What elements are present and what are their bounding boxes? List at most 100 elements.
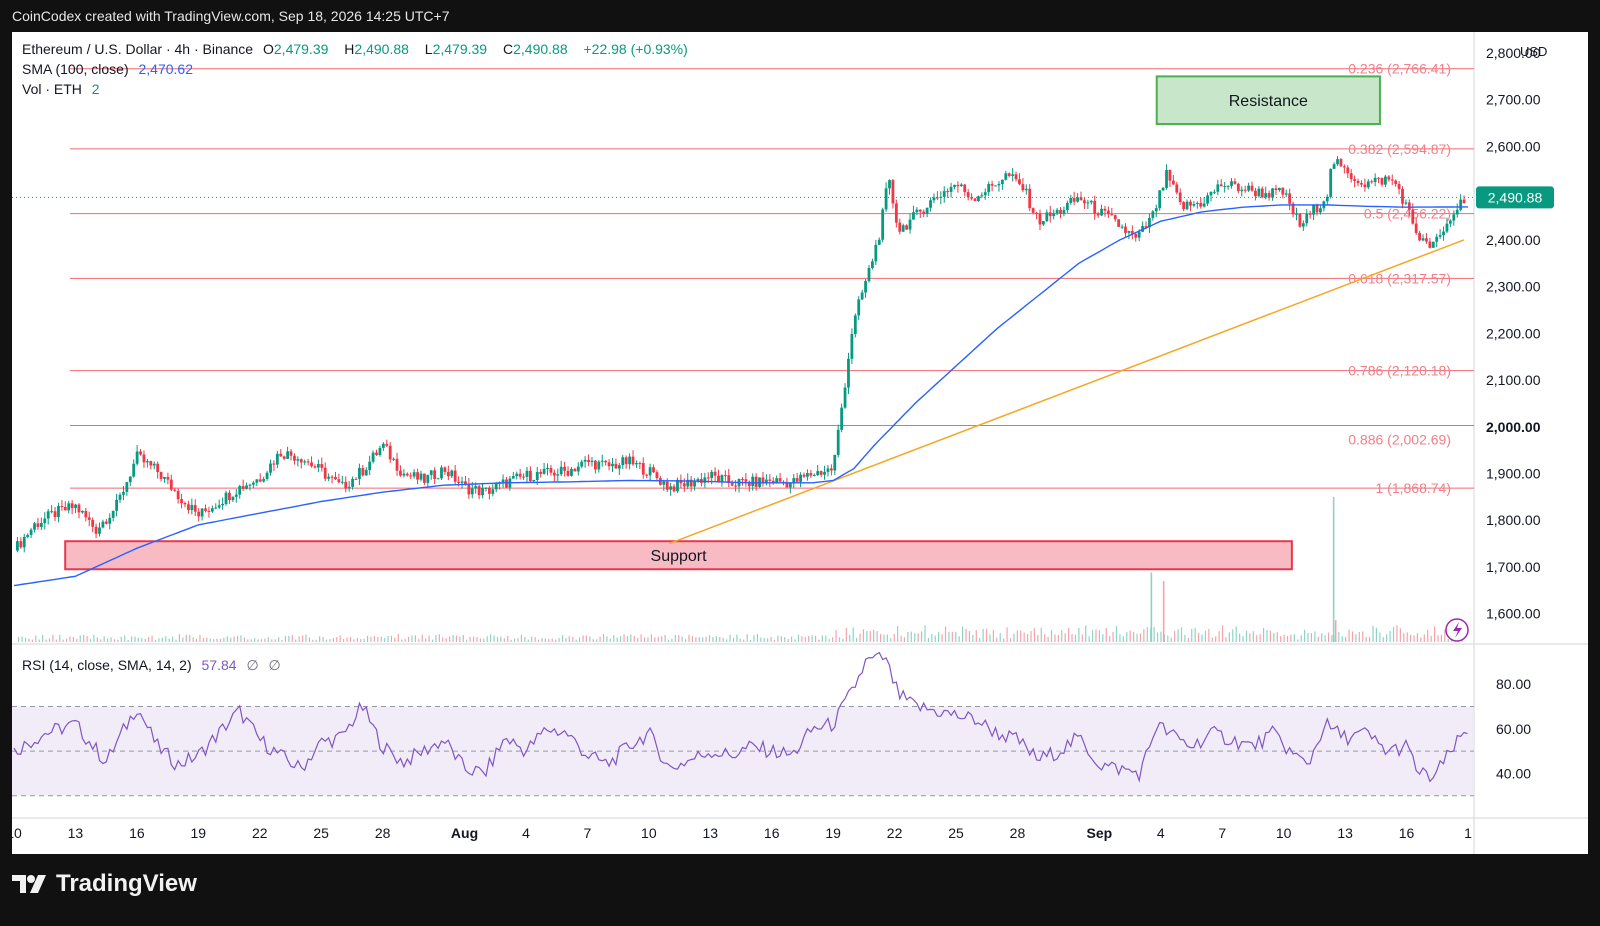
candle-body[interactable] — [535, 471, 539, 481]
candle-body[interactable] — [1158, 190, 1162, 209]
candle-body[interactable] — [953, 184, 956, 187]
candle-body[interactable] — [234, 494, 238, 497]
candle-body[interactable] — [1011, 174, 1015, 176]
candle-body[interactable] — [289, 451, 293, 456]
candle-body[interactable] — [433, 470, 437, 479]
candle-body[interactable] — [1342, 166, 1346, 168]
candle-body[interactable] — [293, 455, 296, 461]
candle-body[interactable] — [422, 473, 426, 483]
candle-body[interactable] — [713, 471, 717, 476]
candle-body[interactable] — [607, 462, 611, 467]
candle-body[interactable] — [542, 468, 546, 474]
candle-body[interactable] — [1055, 209, 1059, 214]
candle-body[interactable] — [1373, 177, 1377, 182]
candle-body[interactable] — [1199, 202, 1203, 207]
candle-body[interactable] — [525, 470, 529, 477]
candle-body[interactable] — [778, 478, 782, 482]
candle-body[interactable] — [149, 461, 153, 466]
candle-body[interactable] — [279, 453, 283, 457]
candle-body[interactable] — [224, 492, 228, 504]
candle-body[interactable] — [474, 486, 478, 489]
candle-body[interactable] — [53, 511, 57, 518]
candle-body[interactable] — [450, 470, 454, 477]
candle-body[interactable] — [932, 197, 936, 201]
candle-body[interactable] — [1038, 213, 1042, 225]
candle-body[interactable] — [115, 499, 118, 511]
candle-body[interactable] — [1288, 193, 1292, 204]
candle-body[interactable] — [1384, 176, 1387, 185]
candle-body[interactable] — [717, 475, 720, 482]
candle-body[interactable] — [183, 503, 187, 505]
candle-body[interactable] — [1363, 184, 1367, 188]
candle-body[interactable] — [135, 451, 139, 464]
candle-body[interactable] — [169, 479, 173, 490]
candle-body[interactable] — [511, 476, 515, 479]
candle-body[interactable] — [559, 466, 563, 475]
candle-body[interactable] — [1425, 238, 1428, 242]
candle-body[interactable] — [689, 479, 693, 487]
candle-body[interactable] — [316, 464, 320, 468]
candle-body[interactable] — [1332, 164, 1336, 169]
candle-body[interactable] — [922, 211, 926, 214]
candle-body[interactable] — [1024, 188, 1028, 191]
candle-body[interactable] — [1004, 173, 1008, 180]
candle-body[interactable] — [570, 468, 573, 476]
candle-body[interactable] — [693, 481, 696, 487]
candle-body[interactable] — [590, 460, 594, 463]
candle-body[interactable] — [94, 526, 98, 534]
candle-body[interactable] — [214, 507, 218, 509]
candle-body[interactable] — [723, 475, 727, 477]
candle-body[interactable] — [1418, 232, 1422, 241]
candle-body[interactable] — [1076, 197, 1080, 202]
candle-body[interactable] — [1148, 217, 1151, 228]
candle-body[interactable] — [299, 459, 303, 463]
candle-body[interactable] — [364, 470, 368, 476]
candle-body[interactable] — [163, 476, 166, 479]
candle-body[interactable] — [1195, 202, 1199, 204]
candle-body[interactable] — [180, 499, 183, 504]
candle-body[interactable] — [1209, 191, 1213, 196]
candle-body[interactable] — [720, 475, 724, 482]
symbol-name[interactable]: Ethereum / U.S. Dollar · 4h · Binance — [22, 41, 254, 57]
candle-body[interactable] — [600, 460, 604, 462]
candle-body[interactable] — [1390, 179, 1394, 181]
candle-body[interactable] — [132, 463, 136, 477]
candle-body[interactable] — [1202, 203, 1206, 207]
volume-label[interactable]: Vol · ETH — [22, 81, 82, 97]
candle-body[interactable] — [946, 191, 950, 193]
candle-body[interactable] — [1442, 231, 1445, 236]
candle-body[interactable] — [57, 505, 60, 518]
candle-body[interactable] — [1247, 185, 1251, 191]
rsi-label[interactable]: RSI (14, close, SMA, 14, 2) — [22, 657, 192, 673]
candle-body[interactable] — [641, 463, 645, 475]
candle-body[interactable] — [1356, 180, 1360, 184]
candle-body[interactable] — [395, 458, 399, 471]
candle-body[interactable] — [843, 387, 847, 408]
candle-body[interactable] — [611, 463, 614, 467]
candle-body[interactable] — [1100, 208, 1103, 216]
candle-body[interactable] — [207, 510, 211, 512]
candle-body[interactable] — [1096, 213, 1100, 216]
candle-body[interactable] — [580, 461, 584, 467]
candle-body[interactable] — [98, 527, 101, 534]
resistance-zone[interactable] — [1155, 75, 1381, 126]
candle-body[interactable] — [313, 466, 317, 468]
candle-body[interactable] — [829, 468, 833, 471]
candle-body[interactable] — [994, 185, 997, 187]
candle-body[interactable] — [576, 466, 580, 472]
candle-body[interactable] — [501, 479, 505, 483]
candle-body[interactable] — [1339, 159, 1343, 167]
candle-body[interactable] — [1435, 236, 1439, 242]
candle-body[interactable] — [573, 468, 577, 472]
candle-body[interactable] — [1072, 198, 1076, 202]
candle-body[interactable] — [1233, 181, 1237, 184]
candle-body[interactable] — [248, 484, 252, 486]
candle-body[interactable] — [1219, 184, 1223, 187]
candle-body[interactable] — [929, 200, 932, 208]
candle-body[interactable] — [1366, 181, 1370, 188]
candle-body[interactable] — [251, 482, 255, 485]
candle-body[interactable] — [802, 474, 806, 477]
candle-body[interactable] — [368, 461, 372, 471]
candle-body[interactable] — [1264, 193, 1268, 198]
candle-body[interactable] — [963, 184, 967, 193]
